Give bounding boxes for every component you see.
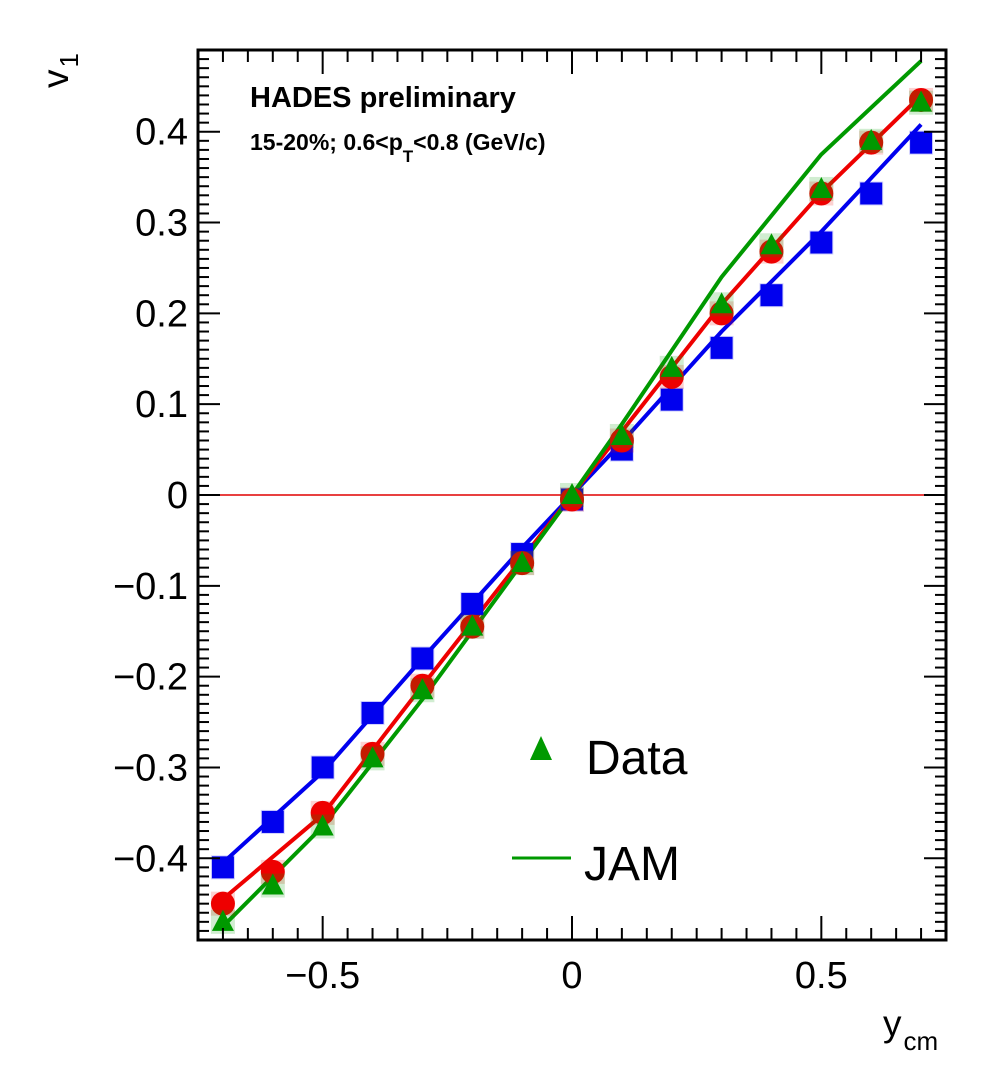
svg-text:v1: v1 [35,53,84,88]
triangle-point [760,233,783,255]
annotation-condition-sub: T [403,147,414,166]
annotation-condition-prefix: 15-20%; 0.6<p [250,129,403,155]
legend-jam-label: JAM [584,838,680,891]
y-axis-label: v1 [35,53,84,88]
square-point [311,756,334,779]
x-tick-label: −0.5 [285,955,360,997]
annotation-condition-suffix: <0.8 (GeV/c) [413,129,545,155]
triangle-point [710,292,733,314]
y-tick-label: −0.1 [113,566,188,608]
triangle-point [610,423,633,445]
square-point [910,131,933,154]
y-tick-label: 0.3 [135,203,188,245]
circle-point [210,891,235,916]
square-point [411,647,434,670]
data-points [210,87,934,934]
circle-point [260,859,285,884]
triangle-point [461,614,484,636]
tick-labels: −0.4 −0.3 −0.2 −0.1 0 0.1 0.2 0.3 0.4 −0.5 0 0.5 [113,112,848,997]
triangle-point [311,814,334,836]
y-tick-label: −0.2 [113,657,188,699]
triangle-point [361,746,384,768]
y-tick-label: −0.4 [113,838,188,880]
legend-data-marker [530,736,552,760]
x-tick-label: 0 [561,955,582,997]
square-point [810,231,833,254]
y-axis-label-main: v [35,69,76,88]
triangle-point [261,873,284,895]
y-axis-label-sub: 1 [54,53,84,67]
legend: Data JAM [512,732,688,891]
square-point [461,592,484,615]
triangle-point [511,551,534,573]
square-point [860,182,883,205]
triangle-point [561,483,583,504]
annotation-condition: 15-20%; 0.6<pT<0.8 (GeV/c) [250,129,546,166]
square-point [361,701,384,724]
y-tick-label: 0.4 [135,112,188,154]
x-axis-label-main: y [883,1003,902,1044]
y-tick-label: 0.1 [135,384,188,426]
x-tick-label: 0.5 [795,955,848,997]
y-tick-label: −0.3 [113,747,188,789]
x-axis-label: ycm [883,1003,938,1056]
circle-point [310,800,335,825]
triangle-point [910,90,933,112]
square-point [760,284,783,307]
triangle-point [810,176,833,198]
y-tick-label: 0.2 [135,293,188,335]
square-point [261,810,284,833]
triangle-point [860,128,883,150]
legend-data-label: Data [586,732,688,785]
y-tick-label: 0 [167,475,188,517]
triangle-point [411,678,434,700]
square-point [710,336,733,359]
triangle-point [211,909,234,931]
x-axis-label-sub: cm [904,1026,939,1056]
square-point [660,388,683,411]
annotation-title: HADES preliminary [250,82,516,114]
axis-ticks [197,50,947,940]
square-point [211,856,234,879]
triangle-point [660,355,683,377]
